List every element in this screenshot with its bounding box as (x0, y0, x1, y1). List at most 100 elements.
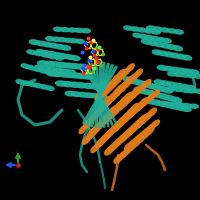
Ellipse shape (131, 73, 138, 81)
Ellipse shape (129, 125, 138, 133)
Ellipse shape (174, 30, 183, 34)
Ellipse shape (132, 87, 141, 95)
Ellipse shape (100, 101, 107, 109)
Ellipse shape (183, 104, 191, 108)
Ellipse shape (120, 99, 128, 107)
Ellipse shape (173, 46, 183, 51)
Ellipse shape (171, 97, 182, 103)
Ellipse shape (104, 96, 111, 105)
Ellipse shape (16, 80, 25, 84)
Ellipse shape (135, 102, 144, 111)
Ellipse shape (168, 104, 179, 109)
Ellipse shape (124, 95, 132, 103)
Ellipse shape (69, 64, 80, 69)
Ellipse shape (68, 28, 76, 32)
Ellipse shape (95, 93, 103, 100)
Ellipse shape (121, 99, 129, 107)
Ellipse shape (181, 73, 189, 77)
Ellipse shape (123, 77, 134, 83)
Ellipse shape (176, 68, 186, 73)
Ellipse shape (95, 120, 105, 130)
Ellipse shape (101, 101, 109, 109)
Ellipse shape (104, 83, 112, 91)
Ellipse shape (112, 124, 120, 132)
Ellipse shape (125, 143, 133, 150)
Ellipse shape (138, 101, 146, 109)
Ellipse shape (173, 83, 183, 88)
Ellipse shape (189, 70, 199, 75)
Ellipse shape (152, 50, 162, 55)
Ellipse shape (116, 119, 125, 128)
Ellipse shape (48, 54, 56, 59)
Ellipse shape (103, 115, 112, 123)
Ellipse shape (134, 87, 142, 95)
Ellipse shape (151, 36, 159, 41)
Ellipse shape (114, 89, 121, 97)
Ellipse shape (102, 114, 110, 123)
Ellipse shape (162, 38, 171, 43)
Ellipse shape (41, 53, 49, 57)
Ellipse shape (50, 62, 61, 67)
Ellipse shape (151, 30, 160, 34)
Ellipse shape (91, 94, 100, 98)
Ellipse shape (88, 128, 97, 137)
Ellipse shape (82, 135, 91, 144)
Ellipse shape (113, 138, 123, 147)
Ellipse shape (59, 72, 70, 77)
Ellipse shape (109, 93, 117, 101)
Ellipse shape (167, 87, 175, 91)
Ellipse shape (162, 87, 173, 93)
Ellipse shape (92, 124, 101, 133)
Ellipse shape (34, 83, 42, 88)
Ellipse shape (158, 51, 168, 56)
Ellipse shape (66, 70, 76, 75)
Ellipse shape (75, 64, 86, 69)
Ellipse shape (86, 131, 95, 140)
Ellipse shape (124, 26, 133, 30)
Ellipse shape (163, 102, 173, 108)
Ellipse shape (180, 106, 191, 111)
Ellipse shape (69, 82, 80, 87)
Ellipse shape (93, 109, 102, 118)
Ellipse shape (190, 104, 198, 108)
Ellipse shape (116, 84, 125, 93)
Ellipse shape (91, 145, 99, 153)
Ellipse shape (45, 86, 54, 90)
Ellipse shape (53, 68, 63, 73)
Ellipse shape (95, 106, 103, 114)
Ellipse shape (170, 53, 180, 58)
Ellipse shape (122, 81, 130, 89)
Ellipse shape (91, 111, 99, 119)
Ellipse shape (159, 94, 169, 99)
Ellipse shape (105, 110, 114, 119)
Ellipse shape (130, 91, 138, 99)
Ellipse shape (145, 29, 153, 33)
Ellipse shape (33, 67, 41, 71)
Ellipse shape (142, 98, 151, 105)
Ellipse shape (139, 34, 147, 39)
Ellipse shape (138, 28, 146, 32)
Ellipse shape (148, 41, 157, 45)
Ellipse shape (53, 53, 63, 57)
Ellipse shape (39, 69, 47, 73)
Ellipse shape (176, 103, 184, 107)
Ellipse shape (136, 135, 145, 143)
Ellipse shape (117, 70, 125, 77)
Ellipse shape (113, 120, 123, 130)
Ellipse shape (53, 71, 64, 76)
Ellipse shape (147, 94, 155, 101)
Ellipse shape (125, 113, 133, 120)
Ellipse shape (99, 116, 109, 126)
Ellipse shape (61, 28, 69, 32)
Ellipse shape (141, 131, 150, 139)
Ellipse shape (112, 107, 120, 115)
Ellipse shape (180, 84, 189, 89)
Ellipse shape (97, 94, 107, 99)
Ellipse shape (112, 88, 121, 97)
Ellipse shape (105, 129, 114, 138)
Ellipse shape (82, 74, 93, 79)
Ellipse shape (104, 131, 112, 139)
Ellipse shape (167, 45, 176, 49)
Ellipse shape (84, 93, 94, 98)
Ellipse shape (27, 50, 36, 54)
